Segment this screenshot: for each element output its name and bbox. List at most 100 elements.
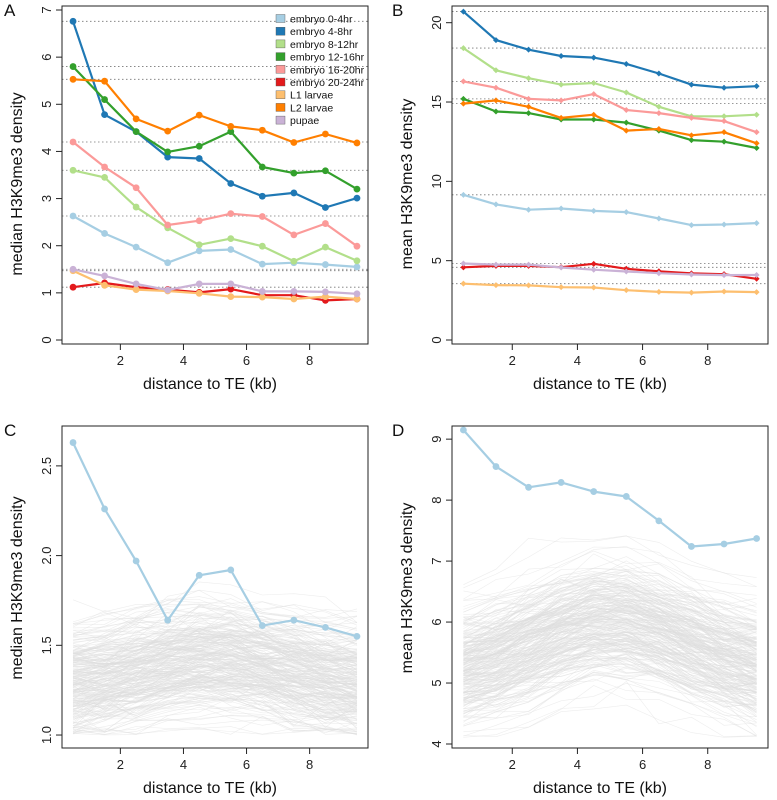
data-point [558,81,565,88]
x-tick-label: 4 [574,757,581,772]
background-profile [72,642,358,668]
panel-d: D 2 4 6 8 4 5 6 7 8 9 distance to TE (kb) mean H3… [392,421,769,797]
background-profile [463,599,757,653]
data-point [655,110,662,117]
x-tick-label: 6 [639,353,646,368]
data-point [69,166,77,174]
x-tick-label: 8 [306,353,313,368]
y-tick-label: 5 [429,679,444,686]
data-point [353,263,361,271]
data-point [492,84,499,91]
background-profile [72,679,358,718]
background-profile [72,628,358,661]
series-line [72,65,358,191]
data-point [753,271,760,278]
x-tick-label: 8 [306,757,313,772]
background-profile [72,628,358,667]
legend-swatch [275,65,286,74]
background-profile [72,616,358,655]
background-profile [463,546,757,600]
background-profile [72,634,358,665]
data-point [322,167,329,175]
data-point [164,259,172,267]
background-profile [72,596,358,636]
data-point [655,288,662,295]
data-point [290,189,298,197]
plot-frame [451,5,769,345]
data-point [195,155,203,162]
data-point [721,288,728,295]
y-tick-label: 2 [39,242,54,249]
data-point [227,566,235,574]
data-point [101,272,108,280]
background-profile [72,664,358,694]
data-point [227,235,235,243]
background-profile [463,606,757,656]
y-tick-label: 1 [39,289,54,296]
series-line [463,99,757,145]
data-point [688,81,695,88]
background-profile [72,614,358,646]
background-profile [463,674,757,718]
data-point [132,203,140,211]
data-point [525,282,532,289]
panel-b-letter: B [392,1,403,20]
series-line [463,97,757,150]
data-point [69,63,77,70]
background-profile [463,572,757,624]
panel-c-letter: C [4,421,16,440]
data-point [195,280,203,288]
data-point [655,103,662,110]
data-point [590,116,597,123]
data-point [101,173,108,181]
background-profile [72,625,358,664]
panel-c: C 2 4 6 8 1.0 1.5 2.0 2.5 distance to TE (kb) m… [4,421,369,797]
data-point [623,287,630,294]
data-point [101,505,108,513]
background-profile [463,604,757,657]
data-point [322,130,329,138]
background-profile [463,560,757,618]
data-point [290,169,298,177]
data-point [353,242,361,250]
background-profile [72,674,358,700]
data-point [590,111,597,118]
background-profile [463,668,757,720]
background-profile [72,641,358,685]
data-point [525,206,532,213]
data-point [623,119,630,126]
series-line [463,262,757,277]
legend-label: L2 larvae [290,102,333,114]
background-profile [72,673,358,704]
data-point [655,215,662,222]
data-point [688,114,695,121]
data-point [720,540,728,548]
series-line [72,268,358,295]
series-line [462,10,757,89]
data-point [525,46,532,53]
data-point [590,207,597,214]
background-profile [463,618,757,686]
data-point [290,257,298,265]
background-profile [463,600,757,645]
series-line [463,193,757,227]
y-tick-label: 2.5 [39,457,54,475]
legend-label: embryo 12-16hr [290,52,365,64]
background-profile [463,609,757,671]
data-point [290,616,298,624]
data-point [322,293,329,301]
data-point [322,243,329,251]
background-profile [72,700,358,735]
background-profile [72,643,358,680]
data-point [623,268,630,275]
data-point [753,145,760,152]
background-profile [463,578,757,646]
background-profile [72,625,358,662]
panel-c-xlabel: distance to TE (kb) [143,780,277,797]
background-profile [72,654,358,682]
background-profile [463,550,757,610]
data-point [101,230,108,237]
background-profile [72,649,358,673]
background-profile [72,603,358,624]
